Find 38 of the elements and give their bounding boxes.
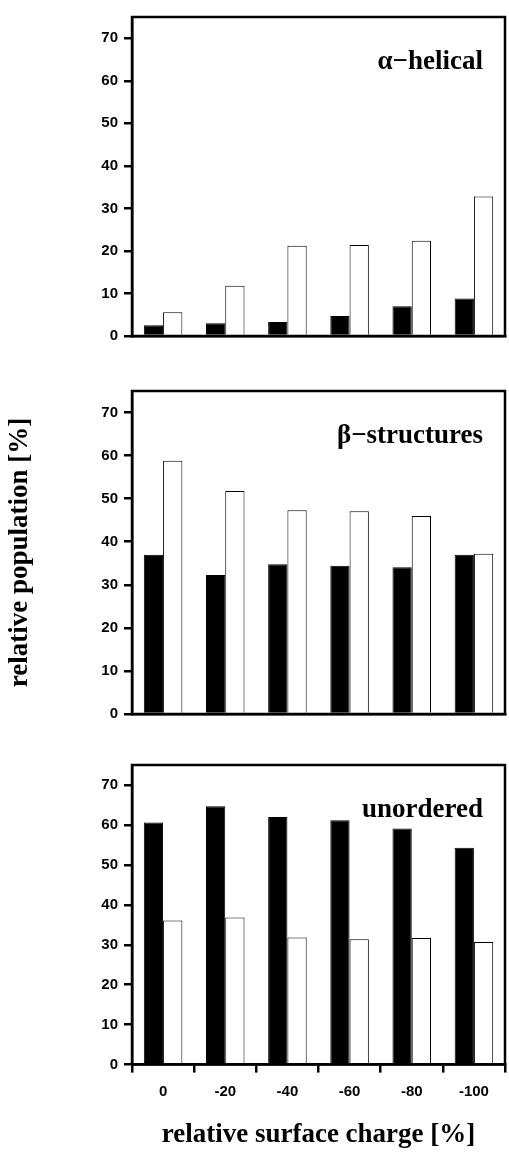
bar — [143, 325, 164, 335]
y-tick-label: 0 — [109, 1054, 118, 1072]
y-tick-label: 30 — [101, 934, 118, 952]
y-tick-label: 10 — [101, 661, 118, 679]
y-tick-label: 40 — [101, 894, 118, 912]
y-tick-label: 60 — [101, 445, 118, 463]
y-tick-label: 70 — [101, 775, 118, 793]
x-tick-label: -40 — [276, 1081, 299, 1099]
x-tick-label: -20 — [214, 1081, 237, 1099]
y-tick-label: 70 — [101, 402, 118, 420]
y-tick-label: 40 — [101, 531, 118, 549]
text: unordered — [361, 793, 483, 823]
text: α−helical — [377, 45, 484, 75]
y-tick-label: 30 — [101, 198, 118, 216]
y-tick-label: 30 — [101, 574, 118, 592]
y-tick-label: 50 — [101, 488, 118, 506]
y-tick-label: 40 — [101, 156, 118, 174]
y-tick-label: 70 — [101, 28, 118, 46]
x-tick-label: -100 — [458, 1081, 489, 1099]
x-tick-label: -80 — [400, 1081, 423, 1099]
bar — [205, 323, 226, 335]
bar — [143, 554, 164, 713]
x-axis-title: relative surface charge [%] — [161, 1117, 476, 1148]
y-tick-label: 20 — [101, 974, 118, 992]
y-tick-label: 20 — [101, 618, 118, 636]
y-tick-label: 10 — [101, 283, 118, 301]
y-tick-label: 60 — [101, 815, 118, 833]
y-tick-label: 0 — [109, 326, 118, 344]
y-tick-label: 20 — [101, 241, 118, 259]
y-tick-label: 10 — [101, 1014, 118, 1032]
y-tick-label: 60 — [101, 70, 118, 88]
x-tick-label: -60 — [338, 1081, 361, 1099]
y-tick-label: 50 — [101, 855, 118, 873]
y-axis-title: relative population [%] — [3, 417, 34, 688]
y-tick-label: 0 — [109, 704, 118, 722]
text: β−structures — [336, 419, 483, 449]
x-tick-label: 0 — [158, 1081, 168, 1099]
y-tick-label: 50 — [101, 113, 118, 131]
